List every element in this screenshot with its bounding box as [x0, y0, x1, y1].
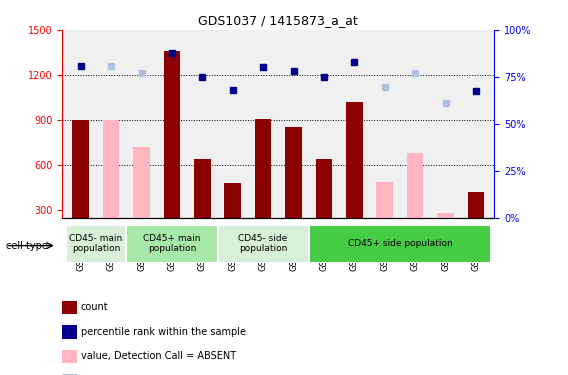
Bar: [164, 51, 180, 217]
Bar: [309, 225, 491, 262]
Bar: [255, 118, 272, 218]
Bar: [194, 159, 211, 218]
Text: count: count: [81, 303, 108, 312]
Text: CD45- side
population: CD45- side population: [239, 234, 288, 254]
Text: percentile rank within the sample: percentile rank within the sample: [81, 327, 245, 337]
Bar: [72, 120, 89, 218]
Bar: [224, 183, 241, 218]
Text: CD45+ main
population: CD45+ main population: [143, 234, 201, 254]
Text: CD45- main
population: CD45- main population: [69, 234, 123, 254]
Text: cell type: cell type: [6, 241, 48, 250]
Bar: [437, 213, 454, 217]
Text: CD45+ side population: CD45+ side population: [348, 239, 452, 248]
Bar: [316, 159, 332, 218]
Bar: [467, 192, 485, 217]
Text: value, Detection Call = ABSENT: value, Detection Call = ABSENT: [81, 351, 236, 361]
Bar: [103, 120, 119, 218]
Bar: [285, 127, 302, 218]
Bar: [133, 147, 150, 218]
Bar: [218, 225, 309, 262]
Bar: [407, 153, 424, 218]
Bar: [377, 182, 393, 218]
Bar: [65, 225, 126, 262]
Bar: [346, 102, 363, 218]
Bar: [126, 225, 218, 262]
Title: GDS1037 / 1415873_a_at: GDS1037 / 1415873_a_at: [198, 15, 358, 27]
